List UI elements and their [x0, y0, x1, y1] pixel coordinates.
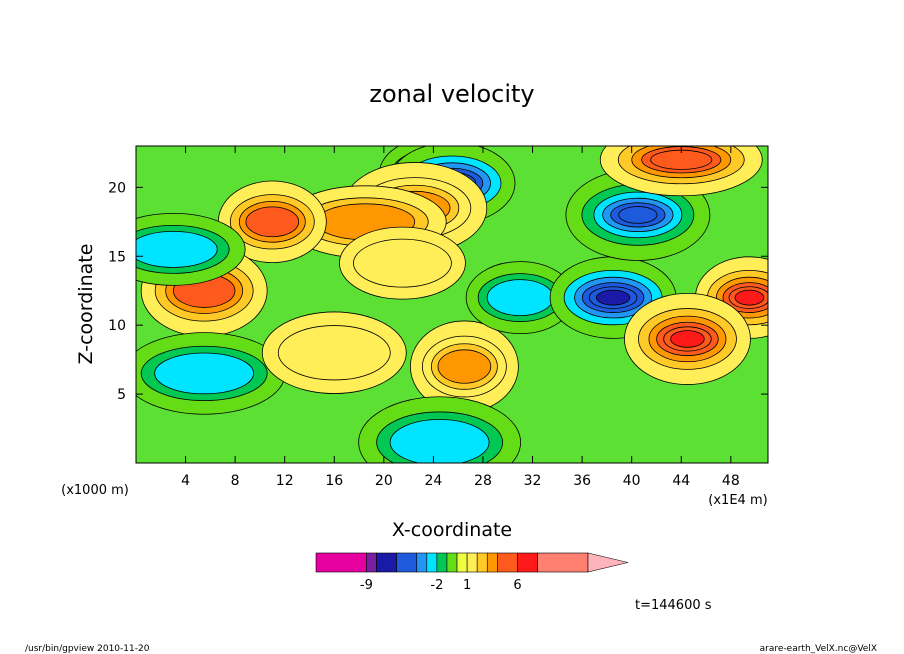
contour-level — [595, 289, 631, 306]
field-feature — [136, 212, 246, 286]
contour-level — [650, 149, 713, 170]
contour-level — [277, 325, 391, 381]
y-tick-label: 10 — [108, 318, 126, 334]
colorbar-tick-label: -2 — [430, 578, 443, 593]
y-tick-label: 20 — [108, 180, 126, 196]
x-tick-label: 12 — [276, 473, 294, 489]
field-feature — [549, 256, 677, 339]
x-axis-label: X-coordinate — [392, 519, 512, 541]
x-tick-label: 44 — [672, 473, 690, 489]
colorbar-tick-label: 6 — [513, 578, 521, 593]
footer-left: /usr/bin/gpview 2010-11-20 — [25, 644, 150, 654]
x-tick-label: 4 — [181, 473, 190, 489]
field-feature — [136, 332, 286, 415]
contour-level — [136, 230, 218, 268]
colorbar-segment — [315, 552, 367, 573]
y-axis-ticks: 5 10 15 20 — [108, 180, 768, 403]
field-feature — [217, 180, 327, 264]
contour-level — [154, 352, 255, 395]
contour-level — [670, 330, 705, 348]
x-axis-ticks: 4 8 12 16 20 24 28 32 36 40 44 48 — [181, 146, 740, 489]
colorbar-segment — [446, 552, 458, 573]
colorbar-segment — [486, 552, 498, 573]
x-tick-label: 48 — [722, 473, 740, 489]
colorbar-arrow — [587, 552, 629, 573]
x-tick-label: 16 — [325, 473, 343, 489]
x-tick-label: 24 — [424, 473, 442, 489]
x-tick-label: 32 — [524, 473, 542, 489]
x-tick-label: 20 — [375, 473, 393, 489]
field-feature — [261, 311, 407, 394]
time-label: t=144600 s — [635, 598, 712, 613]
colorbar-segment — [456, 552, 468, 573]
field-feature — [358, 396, 521, 463]
x-tick-label: 28 — [474, 473, 492, 489]
y-axis-label: Z-coordinate — [75, 244, 97, 365]
colorbar — [315, 552, 629, 573]
contour-level — [245, 206, 300, 238]
colorbar-tick-label: 1 — [463, 578, 471, 593]
contour-level — [486, 279, 554, 317]
colorbar-segment — [517, 552, 538, 573]
chart-title: zonal velocity — [369, 80, 534, 108]
colorbar-segment — [376, 552, 397, 573]
footer-right: arare-earth_VelX.nc@VelX — [760, 644, 877, 654]
x-tick-label: 36 — [573, 473, 591, 489]
colorbar-segment — [466, 552, 478, 573]
y-axis-unit: (x1000 m) — [61, 483, 129, 498]
colorbar-segment — [426, 552, 438, 573]
colorbar-segment — [497, 552, 518, 573]
colorbar-segment — [537, 552, 589, 573]
colorbar-segment — [366, 552, 377, 573]
field-feature — [339, 226, 466, 300]
colorbar-tick-labels: -9 -2 1 6 — [360, 578, 522, 593]
colorbar-segment — [476, 552, 488, 573]
plot-frame — [135, 145, 769, 464]
contour-level — [618, 206, 658, 224]
y-tick-label: 5 — [117, 387, 126, 403]
colorbar-segment — [436, 552, 448, 573]
contour-level — [353, 238, 452, 288]
contour-level — [389, 419, 490, 463]
colorbar-segment — [416, 552, 428, 573]
field-feature — [409, 320, 519, 413]
x-axis-unit: (x1E4 m) — [708, 493, 767, 508]
field-feature — [624, 292, 751, 385]
x-tick-label: 40 — [623, 473, 641, 489]
y-tick-label: 15 — [108, 249, 126, 265]
field-feature — [599, 146, 763, 197]
contour-level — [734, 289, 765, 306]
contour-plot-area — [136, 146, 768, 463]
colorbar-tick-label: -9 — [360, 578, 373, 593]
field-feature — [695, 256, 768, 339]
x-tick-label: 8 — [231, 473, 240, 489]
contour-level — [437, 349, 492, 384]
colorbar-segment — [396, 552, 418, 573]
